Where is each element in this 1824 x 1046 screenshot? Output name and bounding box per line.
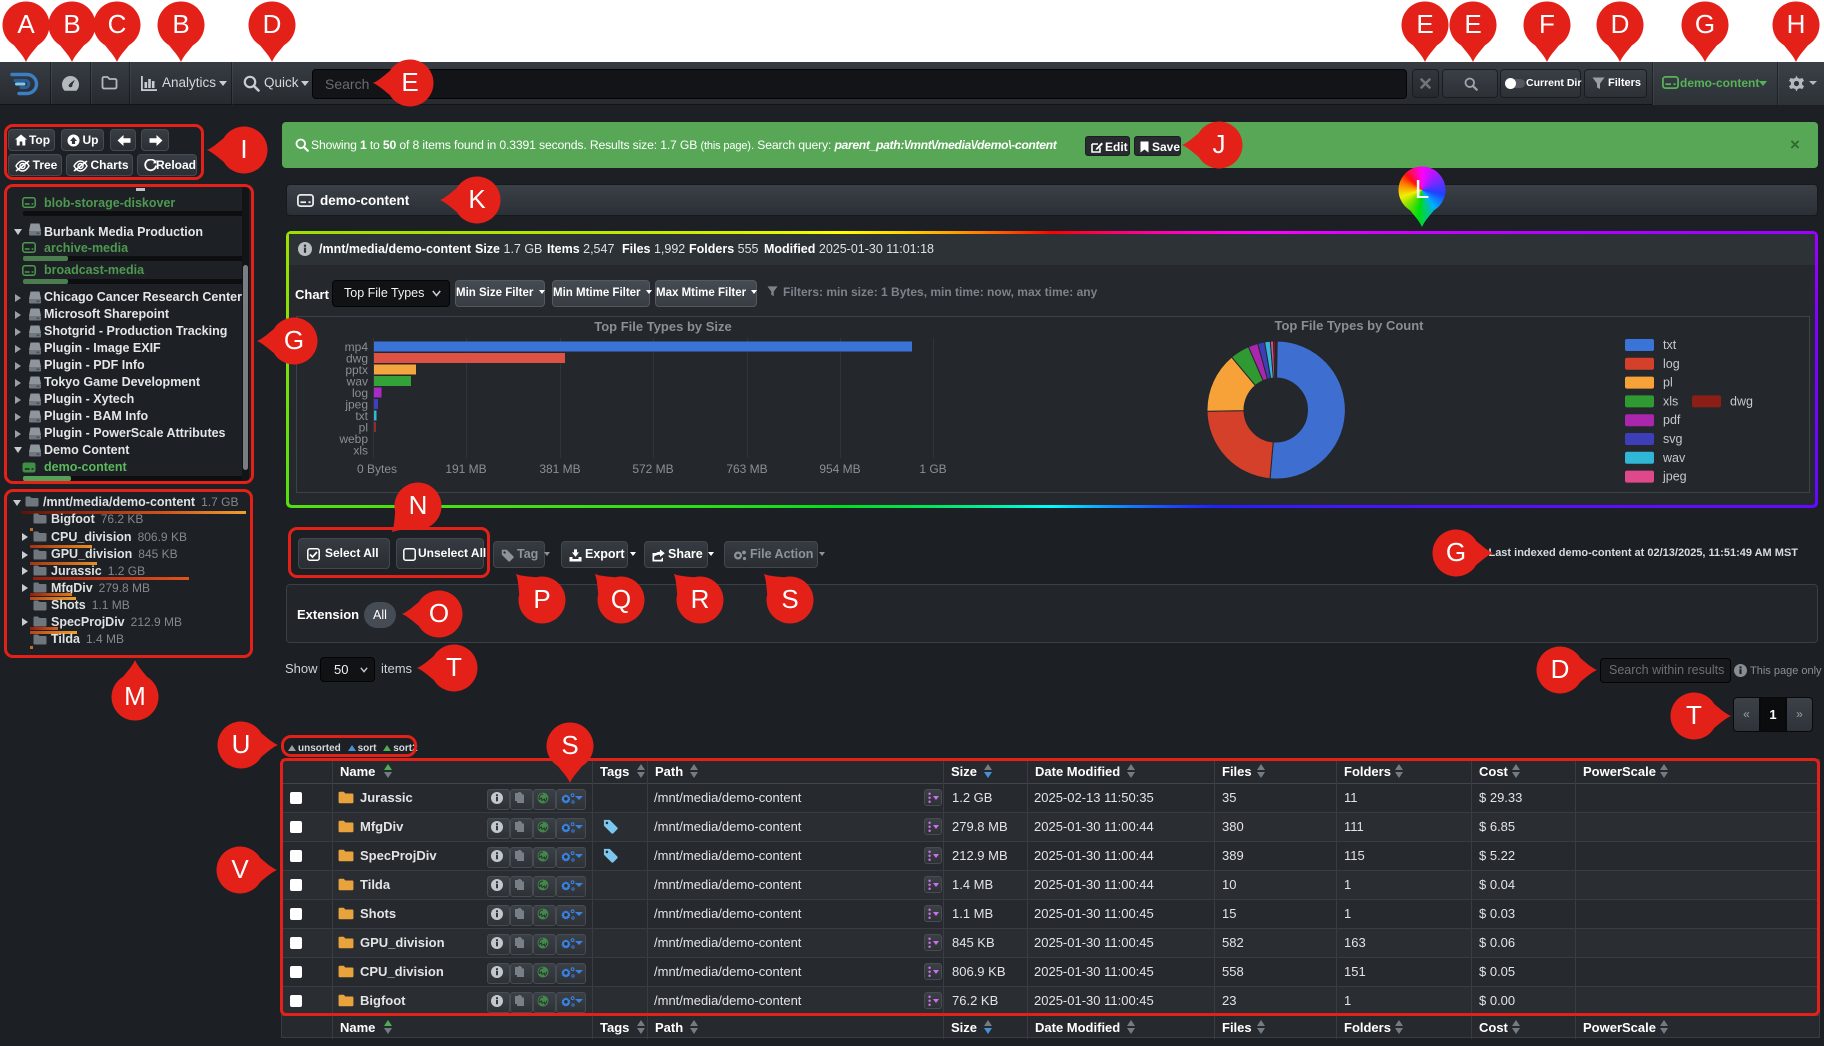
svg-text:log: log: [352, 386, 368, 400]
svg-text:webp: webp: [338, 432, 368, 446]
svg-text:wav: wav: [346, 375, 368, 389]
svg-text:381 MB: 381 MB: [539, 462, 580, 476]
svg-text:jpeg: jpeg: [1662, 470, 1687, 484]
svg-text:jpeg: jpeg: [344, 398, 368, 412]
svg-text:pl: pl: [359, 421, 368, 435]
svg-text:763 MB: 763 MB: [726, 462, 767, 476]
svg-text:pl: pl: [1663, 376, 1673, 390]
svg-text:572 MB: 572 MB: [632, 462, 673, 476]
svg-text:1 GB: 1 GB: [919, 462, 946, 476]
svg-text:pdf: pdf: [1663, 413, 1681, 427]
svg-text:954 MB: 954 MB: [819, 462, 860, 476]
svg-text:txt: txt: [1663, 338, 1677, 352]
svg-text:xls: xls: [353, 444, 368, 458]
svg-text:dwg: dwg: [1730, 394, 1753, 408]
svg-text:Top File Types by Count: Top File Types by Count: [1274, 318, 1424, 333]
svg-text:pptx: pptx: [345, 363, 368, 377]
svg-text:Top File Types by Size: Top File Types by Size: [594, 319, 732, 334]
svg-text:dwg: dwg: [346, 352, 368, 366]
svg-text:wav: wav: [1662, 451, 1686, 465]
svg-text:191 MB: 191 MB: [445, 462, 486, 476]
svg-text:log: log: [1663, 357, 1680, 371]
svg-text:xls: xls: [1663, 394, 1678, 408]
svg-text:0 Bytes: 0 Bytes: [357, 462, 397, 476]
svg-text:mp4: mp4: [345, 340, 369, 354]
svg-text:txt: txt: [355, 409, 368, 423]
svg-text:svg: svg: [1663, 432, 1683, 446]
